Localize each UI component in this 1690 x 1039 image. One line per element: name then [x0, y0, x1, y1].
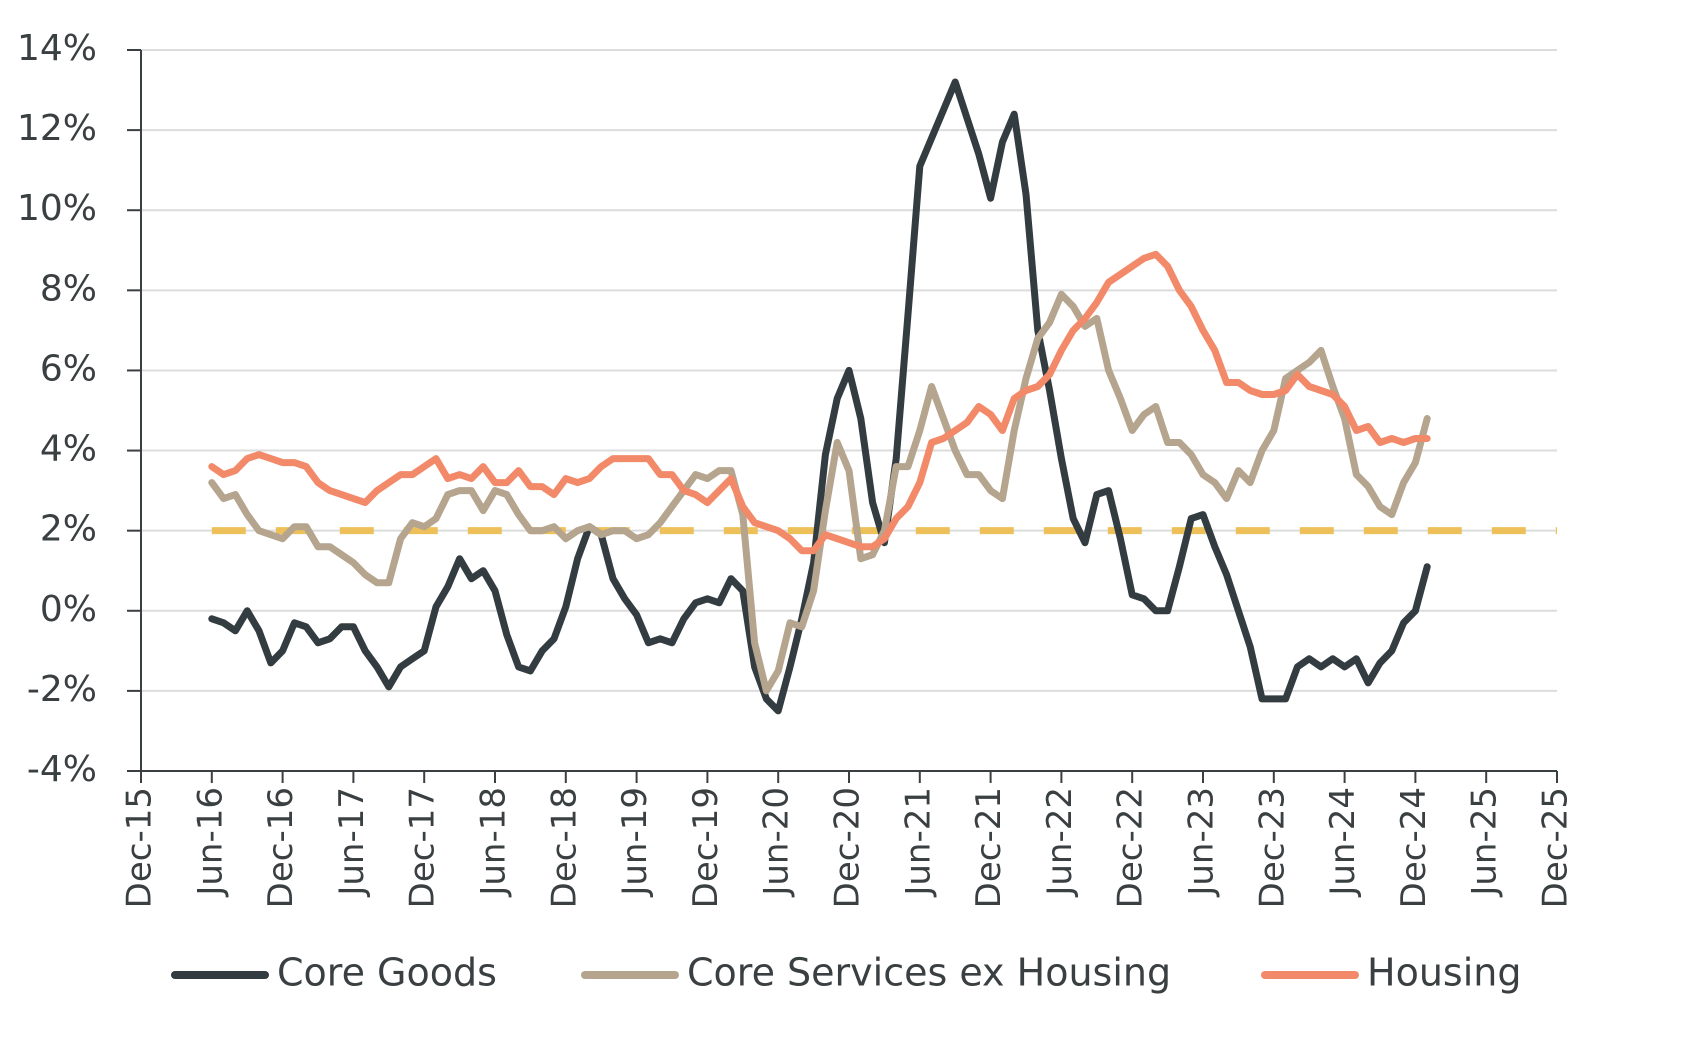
legend-label: Housing	[1367, 951, 1521, 995]
x-tick-label: Dec-20	[828, 787, 868, 908]
series-line	[208, 250, 1431, 555]
x-tick-label: Jun-25	[1465, 787, 1505, 898]
legend-label: Core Services ex Housing	[687, 951, 1171, 995]
x-tick-label: Jun-23	[1182, 787, 1222, 898]
x-tick-label: Jun-21	[898, 787, 938, 898]
y-tick-label: 2%	[40, 509, 97, 550]
x-tick-label: Dec-21	[969, 787, 1009, 908]
y-tick-label: -4%	[27, 749, 97, 790]
x-tick-label: Dec-18	[544, 787, 584, 908]
x-tick-label: Dec-16	[261, 787, 301, 908]
y-tick-label: 6%	[40, 348, 97, 389]
x-tick-label: Dec-22	[1111, 787, 1151, 908]
y-tick-label: 8%	[40, 268, 97, 309]
x-tick-label: Jun-17	[332, 787, 372, 898]
x-tick-label: Dec-19	[686, 787, 726, 908]
x-tick-label: Jun-19	[615, 787, 655, 898]
x-tick-label: Dec-23	[1252, 787, 1292, 908]
x-tick-label: Dec-25	[1536, 787, 1576, 908]
y-tick-label: 4%	[40, 429, 97, 470]
series-line	[208, 290, 1431, 695]
x-tick-label: Dec-17	[403, 787, 443, 908]
y-tick-label: -2%	[27, 669, 97, 710]
x-tick-label: Dec-15	[120, 787, 160, 908]
x-tick-label: Jun-22	[1040, 787, 1080, 898]
x-tick-label: Jun-24	[1323, 787, 1363, 898]
y-tick-label: 0%	[40, 589, 97, 630]
y-tick-label: 10%	[17, 188, 97, 229]
legend-label: Core Goods	[277, 951, 497, 995]
y-tick-label: 12%	[17, 108, 97, 149]
x-tick-label: Jun-18	[474, 787, 514, 898]
x-tick-label: Jun-20	[757, 787, 797, 898]
x-tick-label: Jun-16	[190, 787, 230, 898]
y-tick-label: 14%	[17, 28, 97, 69]
series-line	[208, 78, 1431, 715]
x-tick-label: Dec-24	[1394, 787, 1434, 908]
